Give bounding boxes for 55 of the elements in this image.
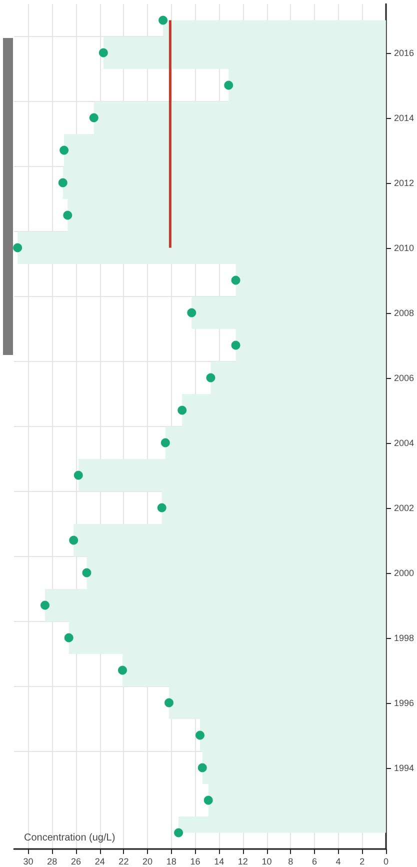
point [178, 406, 187, 415]
point [231, 276, 240, 285]
y-tick-label: 2004 [394, 438, 414, 448]
y-tick-label: 1998 [394, 632, 414, 643]
point [64, 633, 74, 642]
point [69, 536, 78, 545]
point [13, 243, 22, 252]
x-tick-label: 24 [94, 856, 105, 866]
point [98, 48, 108, 58]
point [158, 16, 168, 25]
y-tick-label: 2012 [394, 178, 414, 188]
x-tick-label: 6 [312, 856, 317, 866]
y-tick-label: 2000 [394, 568, 414, 578]
point [174, 828, 184, 838]
x-tick-label: 8 [288, 856, 294, 866]
y-tick-label: 2008 [394, 308, 414, 318]
x-tick-label: 12 [238, 856, 248, 866]
point [63, 210, 72, 220]
y-tick-label: 1994 [394, 762, 414, 773]
y-tick-label: 2006 [394, 372, 414, 383]
x-tick-label: 14 [214, 856, 224, 866]
y-tick-label: 2016 [394, 48, 414, 58]
x-tick-label: 2 [360, 856, 365, 866]
point [224, 80, 234, 90]
x-tick-label: 28 [47, 856, 58, 866]
x-tick-label: 10 [262, 856, 272, 866]
point [160, 438, 170, 448]
point [231, 340, 240, 350]
y-tick-label: 2002 [394, 502, 414, 513]
y-tick-label: 2010 [394, 242, 414, 253]
x-tick-label: 18 [166, 856, 176, 866]
point [82, 568, 92, 578]
x-tick-label: 26 [70, 856, 82, 866]
point [204, 796, 213, 805]
x-tick-label: 30 [23, 856, 34, 866]
point [198, 763, 207, 772]
point [206, 373, 216, 382]
y-tick-label: 2014 [394, 112, 414, 123]
point [157, 503, 166, 512]
point [74, 470, 83, 480]
x-axis-title: Concentration (ug/L) [24, 832, 116, 844]
point [118, 666, 127, 675]
x-tick-label: 16 [190, 856, 200, 866]
point [196, 730, 204, 740]
y-tick-label: 1996 [394, 698, 414, 708]
point [40, 600, 50, 610]
point [187, 308, 196, 318]
x-tick-label: 22 [118, 856, 129, 866]
point [89, 113, 98, 122]
point [58, 178, 68, 188]
x-tick-label: 20 [142, 856, 153, 866]
x-tick-label: 0 [383, 856, 388, 866]
point [60, 146, 69, 155]
point [164, 698, 174, 708]
x-tick-label: 4 [336, 856, 341, 866]
